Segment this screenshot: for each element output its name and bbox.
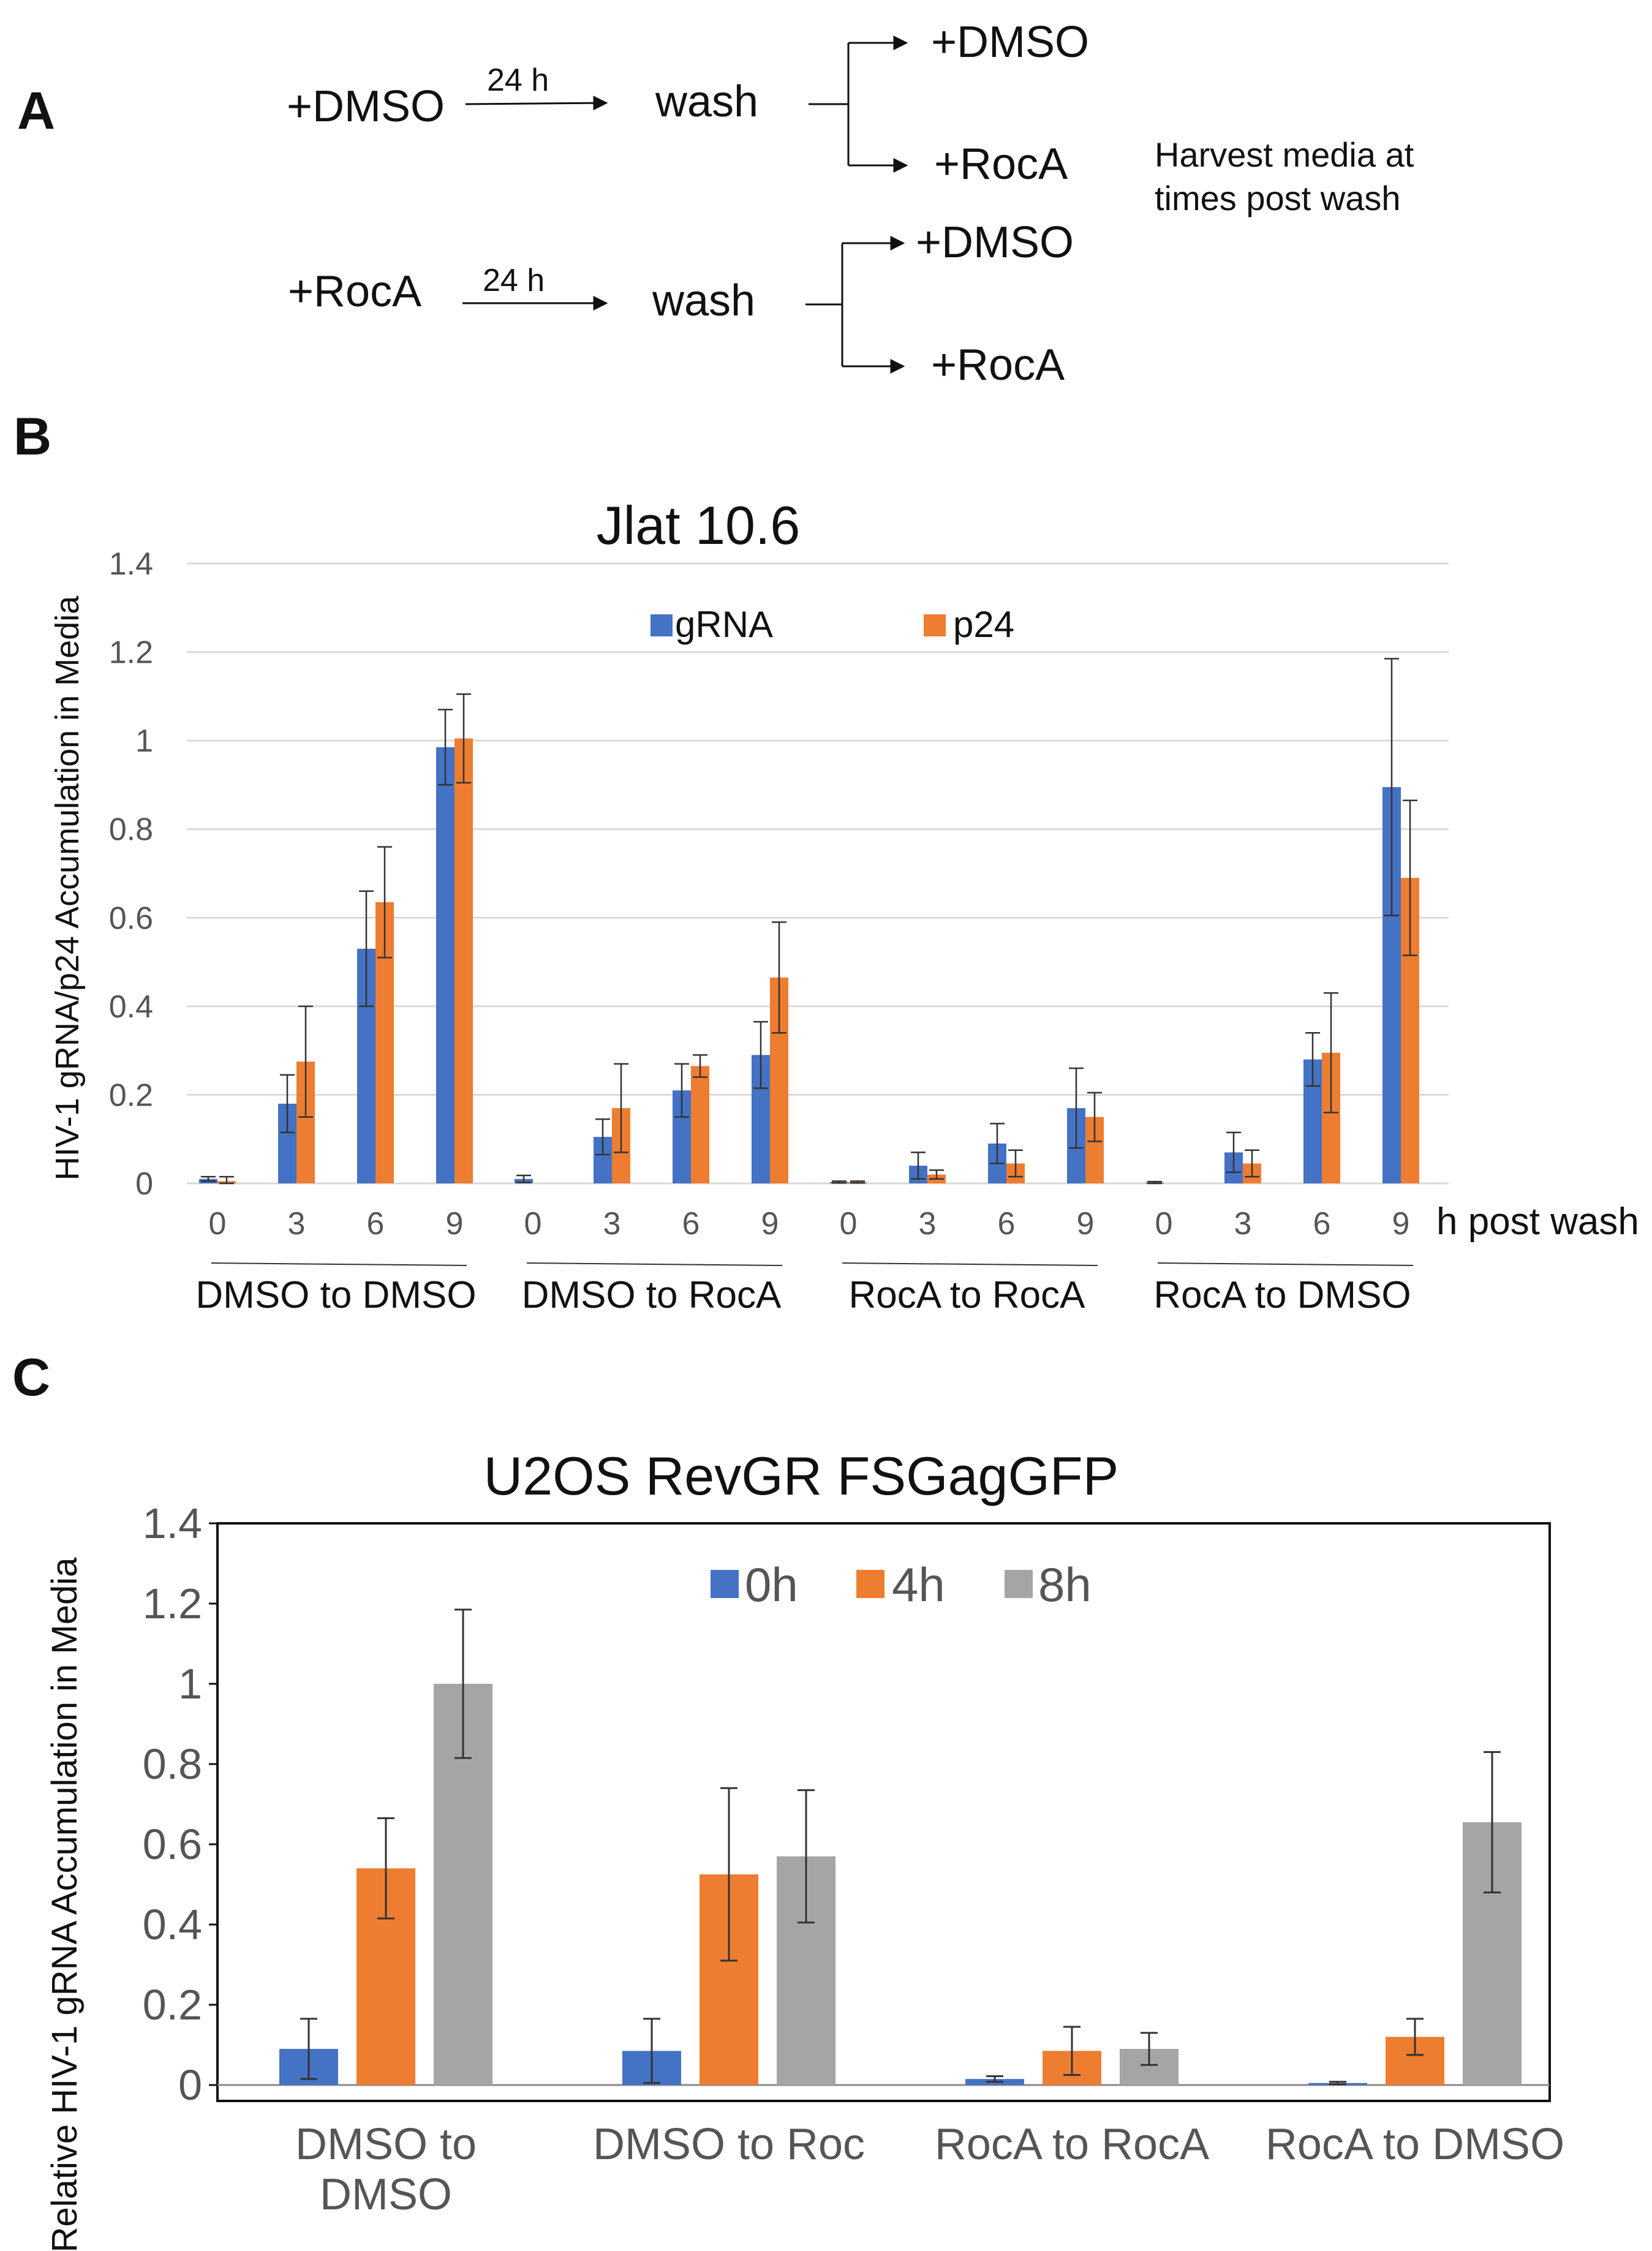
panel-b: B Jlat 10.6 HIV-1 gRNA/p24 Accumulation … <box>13 407 1639 1316</box>
y-tick-1: 1 <box>135 723 153 759</box>
group-label-roca-to-dmso: RocA to DMSO <box>1153 1274 1411 1316</box>
chart-b-groups: DMSO to DMSO DMSO to RocA RocA to RocA RocA… <box>195 1262 1414 1316</box>
chart-b-bars <box>199 658 1419 1185</box>
legend-label-8h: 8h <box>1038 1558 1092 1612</box>
legend-swatch-0h <box>711 1570 739 1598</box>
y-tick-1: 1 <box>178 1660 202 1708</box>
x-tick-roca-to-roca-6: 6 <box>998 1206 1016 1242</box>
panel-a-letter: A <box>17 81 55 140</box>
legend-swatch-grna <box>651 614 673 636</box>
legend-label-4h: 4h <box>892 1558 945 1612</box>
legend-label-grna: gRNA <box>675 604 773 645</box>
group-label-dmso-to-roca: DMSO to RocA <box>522 1274 782 1316</box>
flow-arrow-1 <box>465 96 608 111</box>
x-tick-dmso-to-roca-6: 6 <box>682 1206 700 1242</box>
legend-swatch-4h <box>856 1570 884 1598</box>
x-tick-dmso-to-dmso-line-1: DMSO to <box>295 2120 477 2169</box>
panel-a: A +DMSO 24 h wash +DMSO +RocA +RocA 24 h… <box>17 18 1414 390</box>
y-tick-0: 0 <box>178 2061 202 2109</box>
chart-c-y-axis-label: Relative HIV-1 gRNA Accumulation in Medi… <box>45 1557 85 2251</box>
y-tick-0-4: 0.4 <box>109 989 153 1025</box>
panel-b-letter: B <box>13 407 51 466</box>
y-tick-0-6: 0.6 <box>109 900 153 936</box>
chart-b-legend: gRNA p24 <box>651 604 1014 645</box>
harvest-note-line-2: times post wash <box>1155 179 1401 217</box>
x-tick-roca-to-roca-0: 0 <box>840 1206 858 1242</box>
x-tick-roca-to-roca-line-1: RocA to RocA <box>935 2120 1209 2169</box>
flow-row-dmso: +DMSO 24 h wash +DMSO +RocA <box>287 18 1089 189</box>
chart-b-x-ticks: 0 3 6 9 0 3 6 9 0 3 6 9 0 3 6 9 <box>209 1206 1410 1242</box>
y-tick-0-8: 0.8 <box>143 1740 202 1788</box>
x-tick-dmso-to-roca-9: 9 <box>761 1206 779 1242</box>
x-tick-roca-to-roca-3: 3 <box>919 1206 937 1242</box>
group-underline-roca-to-roca <box>842 1262 1098 1266</box>
chart-c-plot-border <box>216 1522 1551 2102</box>
chart-c-title: U2OS RevGR FSGagGFP <box>484 1446 1119 1506</box>
bar-dmso-to-dmso-9h-grna <box>436 747 454 1183</box>
y-tick-0-8: 0.8 <box>109 812 153 848</box>
group-label-dmso-to-dmso: DMSO to DMSO <box>195 1274 476 1316</box>
legend-swatch-8h <box>1005 1570 1033 1598</box>
x-tick-dmso-to-roca-3: 3 <box>603 1206 621 1242</box>
y-tick-1-2: 1.2 <box>109 635 153 671</box>
chart-b-x-axis-label: h post wash <box>1436 1201 1639 1243</box>
y-tick-1-4: 1.4 <box>143 1499 202 1547</box>
group-underline-roca-to-dmso <box>1157 1262 1414 1266</box>
y-tick-0: 0 <box>135 1166 153 1202</box>
y-tick-0-2: 0.2 <box>109 1077 153 1113</box>
panel-c-letter: C <box>12 1348 50 1407</box>
flow-start-dmso: +DMSO <box>287 82 445 131</box>
x-tick-roca-to-dmso-line-1: RocA to DMSO <box>1265 2120 1564 2169</box>
x-tick-roca-to-dmso-9: 9 <box>1392 1206 1410 1242</box>
chart-c-y-ticks: 0 0.2 0.4 0.6 0.8 1 1.2 1.4 <box>143 1499 217 2109</box>
x-tick-dmso-to-dmso-6: 6 <box>367 1206 385 1242</box>
flow-branch-2b: +RocA <box>931 341 1065 390</box>
y-tick-1-4: 1.4 <box>109 546 153 582</box>
harvest-note-line-1: Harvest media at <box>1155 135 1414 174</box>
legend-label-0h: 0h <box>745 1558 798 1612</box>
panel-c: C U2OS RevGR FSGagGFP Relative HIV-1 gRN… <box>12 1348 1564 2251</box>
x-tick-dmso-to-dmso-0: 0 <box>209 1206 227 1242</box>
y-tick-0-6: 0.6 <box>143 1820 202 1868</box>
flow-wash-1: wash <box>655 77 758 126</box>
bar-dmso-to-roca-6h-p24 <box>691 1066 709 1183</box>
flow-branch-1a: +DMSO <box>931 18 1089 67</box>
group-underline-dmso-to-dmso <box>211 1262 467 1266</box>
chart-c-bars <box>217 1608 1550 2086</box>
flow-duration-1: 24 h <box>487 62 549 98</box>
flow-branch-1b: +RocA <box>934 140 1068 189</box>
x-tick-roca-to-roca-9: 9 <box>1077 1206 1095 1242</box>
flow-row-roca: +RocA 24 h wash +DMSO +RocA <box>288 218 1074 390</box>
x-tick-roca-to-dmso-3: 3 <box>1234 1206 1252 1242</box>
group-label-roca-to-roca: RocA to RocA <box>849 1274 1086 1316</box>
y-tick-1-2: 1.2 <box>143 1580 202 1627</box>
legend-swatch-p24 <box>924 614 946 636</box>
flow-start-roca: +RocA <box>288 267 421 316</box>
x-tick-dmso-to-dmso-line-2: DMSO <box>320 2170 452 2219</box>
flow-duration-2: 24 h <box>483 263 545 298</box>
x-tick-dmso-to-dmso-9: 9 <box>446 1206 464 1242</box>
legend-label-p24: p24 <box>953 604 1014 645</box>
flow-wash-2: wash <box>652 276 755 325</box>
flow-branch-2a: +DMSO <box>916 218 1074 267</box>
chart-b-title: Jlat 10.6 <box>597 495 801 556</box>
y-tick-0-2: 0.2 <box>143 1981 202 2029</box>
chart-b-y-axis-label: HIV-1 gRNA/p24 Accumulation in Media <box>49 595 86 1180</box>
bar-dmso-to-dmso-9h-p24 <box>454 738 473 1183</box>
x-tick-dmso-to-dmso-3: 3 <box>288 1206 306 1242</box>
chart-b-y-ticks: 0 0.2 0.4 0.6 0.8 1 1.2 1.4 <box>109 546 153 1202</box>
chart-c-legend: 0h 4h 8h <box>711 1558 1092 1612</box>
x-tick-roca-to-dmso-0: 0 <box>1155 1206 1173 1242</box>
y-tick-0-4: 0.4 <box>143 1901 202 1948</box>
x-tick-dmso-to-roca-0: 0 <box>524 1206 542 1242</box>
x-tick-dmso-to-roc-line-1: DMSO to Roc <box>593 2120 865 2169</box>
group-underline-dmso-to-roca <box>526 1262 783 1266</box>
x-tick-roca-to-dmso-6: 6 <box>1313 1206 1331 1242</box>
